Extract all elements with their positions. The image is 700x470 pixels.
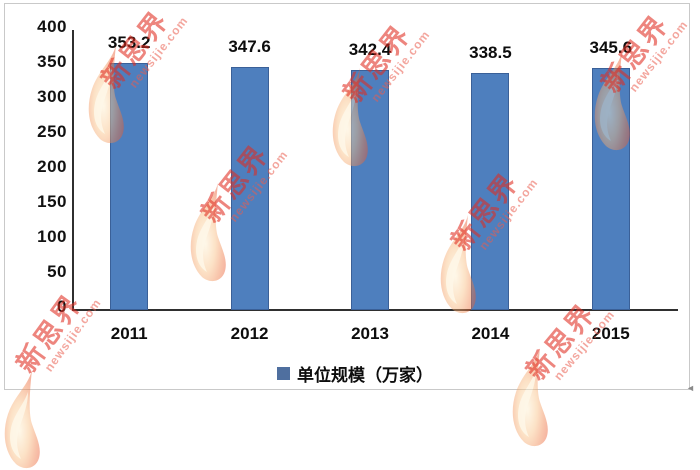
y-tick-label: 100 [37, 227, 67, 246]
x-category-label: 2013 [351, 324, 389, 343]
legend-series-label: 单位规模（万家） [297, 365, 433, 385]
bar-value-label: 347.6 [228, 36, 271, 56]
y-tick-label: 50 [47, 262, 67, 281]
bar-2012 [230, 66, 269, 310]
legend-marker-square [277, 366, 290, 380]
bar-2014 [471, 73, 510, 310]
bar-2011 [110, 62, 149, 310]
bar-value-label: 338.5 [469, 43, 512, 63]
x-category-label: 2015 [591, 324, 630, 343]
bar-value-label: 342.4 [348, 40, 392, 60]
bar-value-label: 353.2 [107, 32, 151, 52]
x-category-label: 2012 [230, 324, 269, 343]
x-category-label: 2014 [471, 324, 510, 343]
y-tick-label: 0 [57, 297, 67, 316]
bar-2015 [591, 68, 630, 310]
chart-frame: 400 350 300 250 200 150 100 50 0 353.2 347.6 342.4… [4, 3, 690, 390]
bar-2013 [351, 70, 389, 310]
x-axis-line [72, 309, 678, 311]
scroll-left-arrow-icon: ◄ [686, 383, 695, 393]
y-tick-label: 350 [37, 52, 67, 71]
y-tick-label: 150 [37, 192, 67, 211]
y-axis-line [72, 30, 74, 311]
y-tick-label: 300 [37, 87, 67, 106]
y-tick-label: 200 [37, 157, 67, 176]
bar-value-label: 345.6 [589, 38, 633, 58]
x-category-label: 2011 [110, 324, 148, 343]
y-tick-label: 400 [37, 17, 67, 36]
y-tick-label: 250 [37, 122, 67, 141]
chart-legend: 单位规模（万家） [5, 362, 700, 385]
